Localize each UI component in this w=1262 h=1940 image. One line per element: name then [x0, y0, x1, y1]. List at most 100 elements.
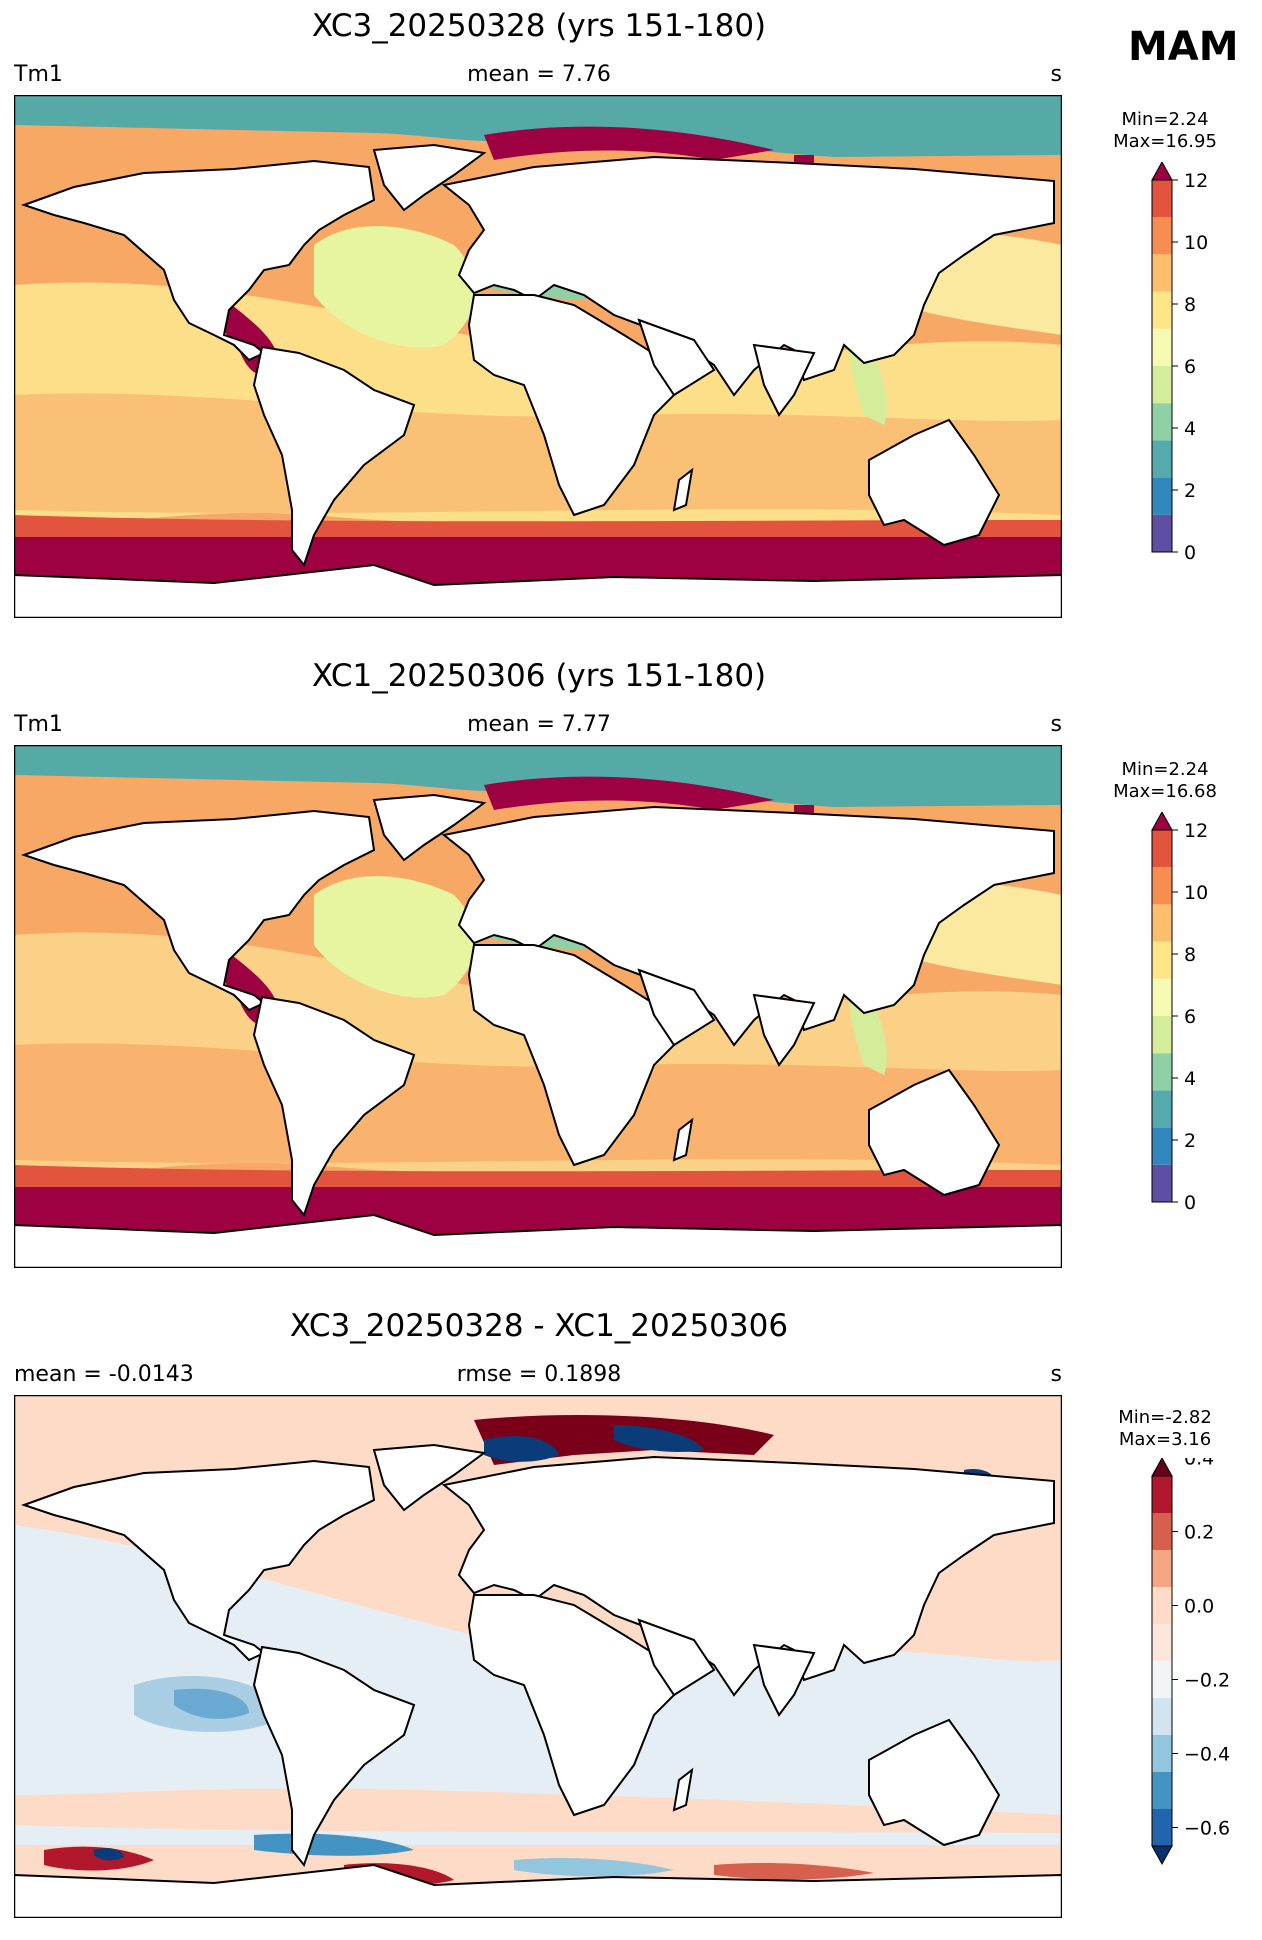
australia-landmass: [868, 1718, 1001, 1847]
map-frame: [14, 95, 1062, 618]
colorbar-segment: [1152, 477, 1172, 515]
colorbar-tick-label: 8: [1184, 944, 1196, 966]
max-label: Max=3.16: [1118, 1429, 1212, 1450]
colorbar-segment: [1152, 904, 1172, 942]
arabia-landmass: [637, 1618, 716, 1697]
colorbar-xc3: 0 2 4 6 8 10 12: [1151, 162, 1208, 564]
season-label: MAM: [1128, 24, 1239, 70]
colorbar-tick-label: 2: [1184, 480, 1196, 502]
colorbar-segment: [1152, 1587, 1172, 1624]
colorbar-extend-max: [1151, 162, 1173, 181]
max-label: Max=16.95: [1113, 131, 1217, 152]
colorbar-segment: [1152, 941, 1172, 979]
greenland-landmass: [372, 793, 487, 862]
barents-negative: [484, 1435, 559, 1462]
eurasia-landmass: [441, 805, 1055, 1047]
africa-landmass: [467, 294, 676, 517]
colorbar-tick-label: 2: [1184, 1130, 1196, 1152]
south-america-landmass: [252, 995, 416, 1218]
map-field-xc3: [14, 95, 1062, 618]
land-layer: [14, 793, 1062, 1268]
mean-label: mean = 7.76: [467, 62, 611, 87]
colorbar-tick-label: 6: [1184, 356, 1196, 378]
arabia-landmass: [637, 968, 716, 1047]
southern-negative-spot: [94, 1847, 124, 1861]
min-label: Min=-2.82: [1118, 1407, 1212, 1428]
min-label: Min=2.24: [1121, 109, 1209, 130]
panel-title: XC3_20250328 - XC1_20250306: [289, 1308, 789, 1344]
nordic-seas-peak: [484, 776, 774, 810]
colorbar-segment: [1152, 291, 1172, 329]
colorbar-segment: [1152, 867, 1172, 905]
africa-landmass: [467, 944, 676, 1167]
colorbar-tick-label: 0.2: [1184, 1522, 1214, 1544]
colorbar-tick-label: 6: [1184, 1006, 1196, 1028]
madagascar-landmass: [672, 467, 694, 512]
panel-xc3: XC3_20250328 (yrs 151-180) Tm1 mean = 7.…: [0, 0, 1262, 640]
india-landmass: [752, 993, 816, 1067]
units-label: s: [1050, 712, 1062, 737]
colorbar-frame: [1151, 1475, 1173, 1847]
colorbar-tick-label: 0: [1184, 542, 1196, 564]
colorbar-segment: [1152, 514, 1172, 552]
colorbar-tick-label: 4: [1184, 418, 1196, 440]
colorbar-extend-max: [1151, 1458, 1173, 1477]
africa-landmass: [467, 1594, 676, 1817]
colorbar-segment: [1152, 440, 1172, 478]
southern-positive-west: [44, 1846, 154, 1871]
colorbar-xc1: 0 2 4 6 8 10 12: [1151, 812, 1208, 1214]
north-atlantic-low: [314, 226, 476, 348]
madagascar-landmass: [672, 1767, 694, 1812]
north-america-landmass: [20, 1459, 376, 1662]
map-diff: [14, 1395, 1062, 1918]
colorbar-segment: [1152, 366, 1172, 404]
india-landmass: [752, 1643, 816, 1717]
kara-negative: [614, 1425, 704, 1452]
colorbar-tick-label: 4: [1184, 1068, 1196, 1090]
colorbar-segment: [1152, 217, 1172, 255]
colorbar-segment: [1152, 403, 1172, 441]
southern-ocean-storm-belt: [14, 535, 1062, 585]
colorbar-tick-label: 12: [1184, 170, 1208, 192]
australian-sector-positive: [714, 1862, 874, 1880]
map-field-diff: [14, 1395, 1062, 1918]
colorbar-segment: [1152, 830, 1172, 868]
colorbar-tick-label: 10: [1184, 882, 1208, 904]
antarctica-landmass: [14, 1213, 1062, 1268]
north-america-landmass: [20, 809, 376, 1012]
colorbar-segment: [1152, 1550, 1172, 1587]
eurasia-landmass: [441, 155, 1055, 397]
colorbar-segment: [1152, 1164, 1172, 1202]
colorbar-extend-min: [1151, 1845, 1173, 1866]
units-label: s: [1050, 62, 1062, 87]
land-layer: [14, 1443, 1062, 1918]
colorbar-tick-label: 0: [1184, 1192, 1196, 1214]
indian-sector-negative: [514, 1858, 674, 1877]
eurasia-landmass: [441, 1455, 1055, 1697]
colorbar-segment: [1152, 1735, 1172, 1772]
colorbar-segment: [1152, 180, 1172, 218]
greenland-landmass: [372, 143, 487, 212]
colorbar-segment: [1152, 978, 1172, 1016]
australia-landmass: [868, 418, 1001, 547]
north-atlantic-low: [314, 876, 476, 998]
colorbar-tick-label: 10: [1184, 232, 1208, 254]
south-america-landmass: [252, 345, 416, 568]
map-frame: [14, 1395, 1062, 1918]
colorbar-segment: [1152, 1513, 1172, 1550]
panel-title: XC3_20250328 (yrs 151-180): [311, 8, 767, 44]
australia-landmass: [868, 1068, 1001, 1197]
southern-ocean-fringe: [14, 515, 1062, 537]
colorbar-segment: [1152, 1053, 1172, 1091]
india-landmass: [752, 343, 816, 417]
colorbar-segment: [1152, 1772, 1172, 1809]
units-label: s: [1050, 1362, 1062, 1387]
colorbar-segment: [1152, 1090, 1172, 1128]
colorbar-tick-label: 12: [1184, 820, 1208, 842]
colorbar-segment: [1152, 1476, 1172, 1513]
max-label: Max=16.68: [1113, 781, 1217, 802]
colorbar-tick-label: 0.0: [1184, 1596, 1214, 1618]
panel-diff: XC3_20250328 - XC1_20250306 mean = -0.01…: [0, 1300, 1262, 1940]
land-layer: [14, 143, 1062, 618]
colorbar-tick-label: 0.4: [1184, 1458, 1214, 1470]
